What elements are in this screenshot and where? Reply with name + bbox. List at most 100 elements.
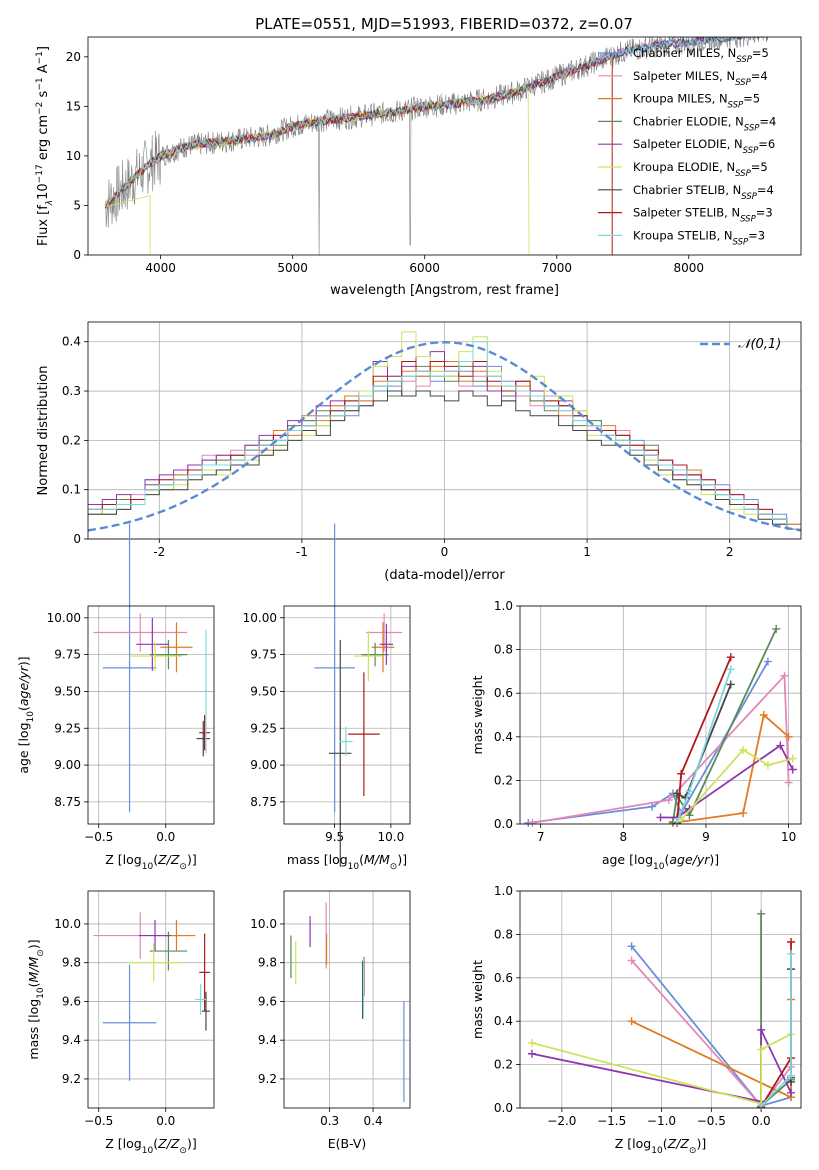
mass-vs-Z-points [93,912,210,1081]
weight-marker [627,956,636,965]
errorbar-point [149,931,188,971]
x-tick-label: 9 [702,830,710,844]
y-tick-label: 10.00 [243,611,277,625]
age-vs-mass-points [314,523,403,867]
errorbar-point [102,964,157,1081]
errorbar-point [348,672,380,797]
massweight-vs-Z-ylabel: mass weight [470,960,485,1039]
legend-entry-name: Chabrier ELODIE, N [633,114,744,128]
histogram-step [88,390,801,530]
y-tick-label: 0.6 [494,971,513,985]
legend-entry-name: Salpeter STELIB, N [633,206,740,220]
age-vs-Z-ylabel-part: 10 [26,711,36,723]
mass-vs-Z-ylabel-part: ⊙ [36,949,46,957]
spectrum-xlabel: wavelength [Angstrom, rest frame] [330,283,559,298]
massweight-vs-Z-xlabel-part: 10 [651,1146,663,1156]
errorbar-point [138,920,172,952]
x-tick-label: 7 [537,830,545,844]
y-tick-label: 9.8 [258,956,277,970]
weight-marker [757,1101,766,1110]
x-tick-label: 10 [781,830,796,844]
spectrum-ylabel-part: Flux [f [36,205,51,246]
age-vs-mass-xlabel-part: ( [359,852,364,867]
mass-vs-Z-xlabel-part: ⊙ [179,1146,187,1156]
legend-entry-sub: SSP [740,215,756,225]
weight-marker [787,937,796,946]
y-tick-label: 0.1 [62,483,81,497]
x-tick-label: 0.0 [752,1114,771,1128]
legend-entry-name: Salpeter MILES, N [633,69,735,83]
legend-entry: Salpeter STELIB, NSSP=3 [633,206,773,225]
errorbar-point [93,613,188,652]
age-vs-mass-xlabel-part: )] [397,852,407,867]
errorbar-point [199,933,210,1012]
legend-entry-suffix: =4 [757,183,774,197]
massweight-vs-age-ylabel: mass weight [470,675,485,754]
errorbar-point [329,639,352,867]
massweight-vs-Z-xlabel-part: )] [696,1136,706,1151]
weight-marker [528,818,537,827]
legend-entry-name: Salpeter ELODIE, N [633,137,743,151]
legend-entry-sub: SSP [741,192,757,202]
errorbar-point [195,984,206,1015]
errorbar-point [361,642,389,667]
y-tick-label: 9.75 [54,648,81,662]
mass-vs-Z-xlabel: Z [log10(Z/Z⊙)] [105,1136,196,1156]
y-tick-label: 0.4 [494,730,513,744]
weight-marker [648,802,657,811]
weight-marker [656,813,665,822]
legend-entry-sub: SSP [733,237,749,247]
weight-marker [739,809,748,818]
spectrum-ylabel-part: −1 [35,51,45,64]
x-tick-label: 1 [583,545,591,559]
spectrum-frame [87,36,802,256]
errorbar-point [366,613,403,652]
spectrum-ylabel-part: ] [36,46,51,51]
errorbar-point [353,631,383,682]
mass-vs-Z-ylabel-part: 10 [36,987,46,999]
legend-entry: 𝒩(0,1) [738,337,781,352]
errorbar-point [379,623,394,665]
weight-line [531,1033,792,1105]
weight-marker [784,732,793,741]
y-tick-label: 0.2 [62,433,81,447]
y-tick-label: 9.50 [54,684,81,698]
x-tick-label: 5000 [277,261,308,275]
y-tick-label: 9.6 [258,994,277,1008]
massweight-vs-Z-axes: −2.0 −1.5 −1.0 −0.5 0.0 0.0 0.2 0.4 0.6 0.8 1.0 Z [… [470,884,802,1156]
residuals-xlabel: (data-model)/error [384,568,505,583]
mass-vs-Z-ylabel: mass [log10(M/M⊙)] [26,939,46,1059]
y-tick-label: 9.2 [62,1072,81,1086]
massweight-vs-Z-xlabel-part: ⊙ [689,1146,697,1156]
weight-line [532,673,790,824]
errorbar-point [128,641,182,671]
spectrum-ylabel-part: s [36,90,51,101]
age-vs-Z-ylabel-part: age/yr [16,665,31,706]
weight-marker [664,796,673,805]
massweight-vs-age-xlabel-part: 10 [653,862,665,872]
x-tick-label: 0.0 [156,1114,175,1128]
age-vs-Z-points [93,523,210,813]
y-tick-label: 20 [66,50,81,64]
age-vs-Z-xlabel-part: Z [log [105,852,141,867]
age-vs-Z-xlabel-part: ( [153,852,158,867]
x-tick-label: 0.0 [156,830,175,844]
legend-entry-name: Kroupa ELODIE, N [633,160,735,174]
errorbar-point [160,622,193,673]
errorbar-point [199,715,210,751]
weight-line [528,661,769,824]
legend-entry-suffix: =3 [756,206,773,220]
spectrum-ylabel-part: erg cm [36,115,51,164]
y-tick-label: 0.8 [494,643,513,657]
weight-marker [677,769,686,778]
legend-entry: Kroupa STELIB, NSSP=3 [633,228,765,247]
y-tick-label: 5 [73,198,81,212]
mass-vs-EBV-xlabel: E(B-V) [328,1136,367,1151]
weight-marker [757,1025,766,1034]
mass-vs-Z-xlabel-part: ( [153,1136,158,1151]
massweight-vs-Z-xlabel-part: Z [log [615,1136,651,1151]
y-tick-label: 8.75 [54,795,81,809]
spectrum-model-line [104,56,613,255]
